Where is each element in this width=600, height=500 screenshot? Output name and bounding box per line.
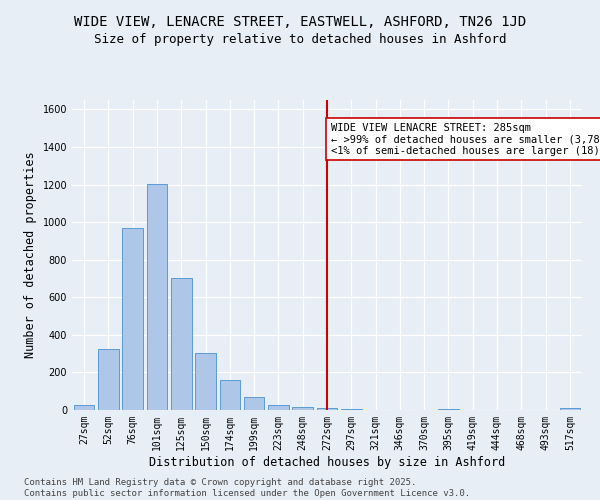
Bar: [74, 406, 94, 410]
Text: Contains HM Land Registry data © Crown copyright and database right 2025.
Contai: Contains HM Land Registry data © Crown c…: [24, 478, 470, 498]
Bar: [244, 397, 265, 410]
Bar: [438, 409, 459, 410]
Text: WIDE VIEW LENACRE STREET: 285sqm
← >99% of detached houses are smaller (3,780)
<: WIDE VIEW LENACRE STREET: 285sqm ← >99% …: [331, 122, 600, 156]
Text: WIDE VIEW, LENACRE STREET, EASTWELL, ASHFORD, TN26 1JD: WIDE VIEW, LENACRE STREET, EASTWELL, ASH…: [74, 15, 526, 29]
Bar: [560, 408, 580, 410]
Bar: [220, 380, 240, 410]
Bar: [122, 228, 143, 410]
Bar: [146, 184, 167, 410]
Bar: [341, 409, 362, 410]
Text: Size of property relative to detached houses in Ashford: Size of property relative to detached ho…: [94, 32, 506, 46]
X-axis label: Distribution of detached houses by size in Ashford: Distribution of detached houses by size …: [149, 456, 505, 468]
Bar: [317, 408, 337, 410]
Bar: [195, 352, 216, 410]
Bar: [268, 406, 289, 410]
Bar: [292, 407, 313, 410]
Y-axis label: Number of detached properties: Number of detached properties: [24, 152, 37, 358]
Bar: [98, 349, 119, 410]
Bar: [171, 278, 191, 410]
